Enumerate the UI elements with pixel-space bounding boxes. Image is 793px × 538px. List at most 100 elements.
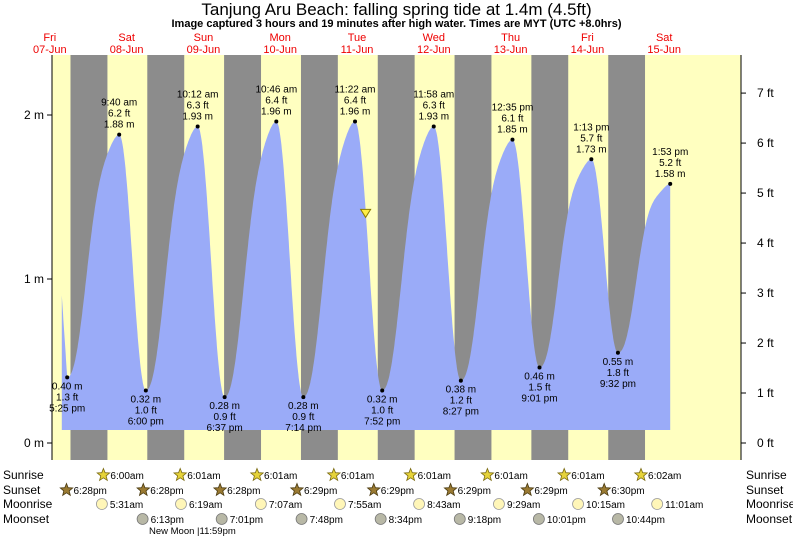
low-tide-m: 0.46 m (524, 372, 555, 383)
tide-point (301, 395, 306, 400)
tide-point (195, 124, 200, 129)
chart-subtitle: Image captured 3 hours and 19 minutes af… (171, 18, 622, 30)
day-labels: Fri07-JunSat08-JunSun09-JunMon10-JunTue1… (33, 32, 681, 56)
high-tide-time: 1:13 pm (573, 122, 609, 133)
day-date-label: 11-Jun (341, 44, 374, 56)
low-tide-ft: 1.5 ft (528, 383, 550, 394)
row-label-right: Sunrise (746, 468, 787, 482)
day-name-label: Tue (348, 32, 367, 44)
sunset-time: 6:29pm (381, 486, 414, 497)
row-label-right: Sunset (746, 483, 784, 497)
row-label-right: Moonrise (746, 497, 793, 511)
day-name-label: Sat (656, 32, 673, 44)
y-right-tick-label: 1 ft (757, 386, 774, 400)
high-tide-ft: 6.4 ft (265, 96, 287, 107)
high-tide-ft: 6.3 ft (423, 100, 445, 111)
sunset-time: 6:29pm (458, 486, 491, 497)
y-right-tick-label: 3 ft (757, 286, 774, 300)
high-tide-ft: 5.7 ft (580, 133, 602, 144)
low-tide-ft: 1.0 ft (371, 406, 393, 417)
tide-labels: 0.40 m1.3 ft5:25 pm 9:40 am6.2 ft1.88 m 0.… (49, 85, 688, 435)
row-label-left: Sunset (3, 483, 41, 497)
day-name-label: Wed (423, 32, 445, 44)
moonrise-icon (651, 498, 664, 510)
high-tide-ft: 6.3 ft (187, 100, 209, 111)
sunrise-icon (326, 467, 342, 482)
sunset-icon (289, 482, 305, 497)
day-name-label: Mon (270, 32, 291, 44)
y-left-tick-label: 2 m (24, 108, 44, 122)
high-tide-m: 1.88 m (104, 120, 135, 131)
low-tide-m: 0.38 m (446, 385, 477, 396)
tide-point (589, 157, 594, 162)
sunset-time: 6:28pm (73, 486, 106, 497)
row-label-right: Moonset (746, 512, 793, 526)
sunrise-icon (172, 467, 188, 482)
day-date-label: 13-Jun (494, 44, 528, 56)
sunrise-icon (96, 467, 111, 482)
high-tide-ft: 5.2 ft (659, 158, 681, 169)
high-tide-time: 10:12 am (177, 89, 219, 100)
sunset-time: 6:29pm (534, 486, 567, 497)
low-tide-m: 0.55 m (603, 357, 634, 368)
moonrise-icon (493, 498, 505, 510)
y-left-tick-label: 1 m (24, 272, 44, 286)
low-tide-ft: 1.3 ft (56, 392, 78, 403)
sunset-icon (136, 482, 151, 497)
tide-curve (61, 121, 671, 430)
moonrise-icon (334, 498, 346, 510)
row-label-left: Sunrise (3, 468, 44, 482)
moonrise-time: 9:29am (507, 500, 540, 511)
moonrise-icon (413, 498, 425, 510)
high-tide-m: 1.96 m (340, 107, 371, 118)
moonrise-time: 6:19am (189, 500, 222, 511)
day-date-label: 12-Jun (417, 44, 451, 56)
row-label-left: Moonset (3, 512, 50, 526)
tide-point (615, 350, 620, 355)
low-tide-m: 0.40 m (52, 381, 83, 392)
low-tide-time: 5:25 pm (49, 403, 85, 414)
sunrise-time: 6:01am (494, 471, 527, 482)
moonrise-icon (95, 498, 108, 510)
moonset-time: 7:48pm (310, 515, 343, 526)
tide-point (431, 124, 436, 129)
low-tide-ft: 1.8 ft (607, 368, 629, 379)
y-right-tick-label: 6 ft (757, 136, 774, 150)
moonrise-time: 7:55am (348, 500, 381, 511)
sunset-icon (59, 482, 74, 497)
sunrise-time: 6:01am (418, 471, 451, 482)
day-date-label: 07-Jun (33, 44, 67, 56)
moonrise-icon (254, 498, 267, 510)
moonset-icon (532, 513, 545, 525)
low-tide-time: 9:01 pm (521, 394, 557, 405)
sunrise-time: 6:01am (341, 471, 374, 482)
tide-point (222, 395, 227, 400)
tide-point (380, 388, 385, 393)
low-tide-ft: 0.9 ft (214, 412, 236, 423)
low-tide-ft: 0.9 ft (292, 412, 314, 423)
tide-point (65, 375, 70, 380)
sunrise-icon (403, 467, 418, 482)
moonset-icon (295, 513, 308, 525)
high-tide-time: 12:35 pm (492, 103, 534, 114)
tide-point (668, 181, 673, 186)
tide-point (117, 132, 122, 137)
high-tide-ft: 6.1 ft (501, 114, 523, 125)
moonset-time: 6:13pm (151, 515, 184, 526)
moonrise-time: 11:01am (665, 500, 703, 511)
low-tide-time: 6:00 pm (128, 417, 164, 428)
high-tide-ft: 6.2 ft (108, 109, 130, 120)
y-right-tick-label: 7 ft (757, 86, 774, 100)
moonset-time: 10:01pm (547, 515, 586, 526)
moonrise-icon (175, 498, 187, 510)
day-date-label: 09-Jun (187, 44, 221, 56)
tide-point (537, 365, 542, 370)
moonrise-time: 8:43am (427, 500, 460, 511)
sunset-time: 6:28pm (150, 486, 183, 497)
sunrise-time: 6:01am (264, 471, 297, 482)
sunset-icon (212, 482, 228, 497)
sunset-time: 6:28pm (227, 486, 260, 497)
high-tide-time: 1:53 pm (652, 147, 688, 158)
